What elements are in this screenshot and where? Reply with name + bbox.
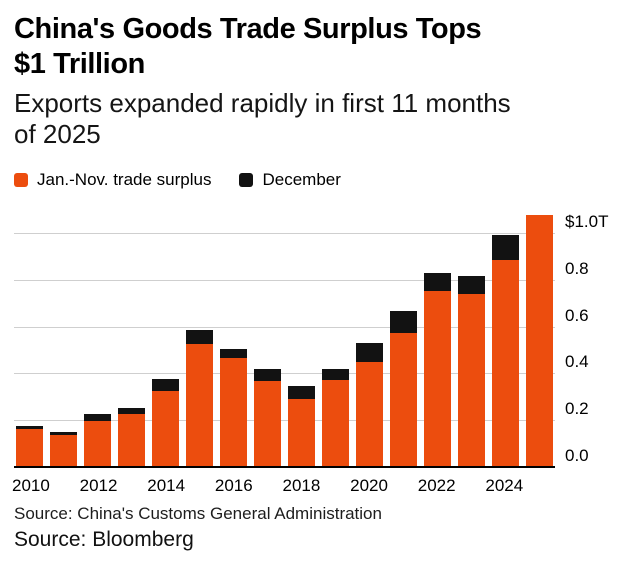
plot-column: 2010 2012 2014 2016 2018 2020 2022 2024	[11, 206, 555, 496]
bar-2011	[50, 206, 77, 468]
y-axis-label: 0.0	[565, 445, 589, 465]
bar-segment-jan-nov	[254, 381, 281, 468]
bar-segment-jan-nov	[458, 293, 485, 468]
bar-2010	[16, 206, 43, 468]
bar-2014	[152, 206, 179, 468]
chart: 2010 2012 2014 2016 2018 2020 2022 2024 $1.0T 0.…	[11, 206, 621, 496]
bar-2024	[492, 206, 519, 468]
bar-segment-jan-nov	[16, 429, 43, 468]
y-axis-label: 0.4	[565, 352, 589, 372]
bar-segment-jan-nov	[390, 333, 417, 468]
bar-segment-december	[356, 343, 383, 362]
bar-2013	[118, 206, 145, 468]
bar-segment-december	[50, 431, 77, 436]
bar-segment-jan-nov	[424, 291, 451, 468]
bar-segment-december	[118, 408, 145, 415]
bar-segment-december	[16, 425, 43, 430]
y-axis-label: 0.8	[565, 258, 589, 278]
bar-segment-december	[458, 276, 485, 294]
legend: Jan.-Nov. trade surplus December	[14, 170, 621, 190]
gridline	[14, 420, 555, 422]
x-axis-label: 2018	[282, 475, 321, 495]
bar-segment-jan-nov	[84, 421, 111, 468]
bar-segment-jan-nov	[526, 215, 553, 468]
subtitle-line-2: of 2025	[14, 118, 101, 149]
bar-segment-jan-nov	[492, 259, 519, 468]
source-bloomberg: Source: Bloomberg	[14, 527, 194, 551]
bar-segment-december	[254, 368, 281, 382]
bar-segment-jan-nov	[288, 398, 315, 468]
bar-segment-jan-nov	[118, 414, 145, 468]
bar-2025	[526, 206, 553, 468]
y-axis-label: 0.6	[565, 305, 589, 325]
bar-2021	[390, 206, 417, 468]
x-axis-label: 2016	[214, 475, 253, 495]
x-axis-label: 2022	[417, 475, 456, 495]
page-title-line-2: $1 Trillion	[14, 47, 145, 80]
bar-2023	[458, 206, 485, 468]
bar-2022	[424, 206, 451, 468]
bar-segment-jan-nov	[152, 390, 179, 468]
legend-item-december: December	[239, 169, 341, 190]
gridline	[14, 233, 555, 235]
bar-2018	[288, 206, 315, 468]
bar-segment-december	[390, 311, 417, 334]
gridline	[14, 326, 555, 328]
bar-segment-jan-nov	[356, 361, 383, 468]
bars	[14, 206, 555, 468]
y-axis-label: $1.0T	[565, 212, 609, 232]
bar-segment-december	[322, 369, 349, 381]
bar-segment-december	[288, 385, 315, 399]
x-axis-label: 2014	[147, 475, 186, 495]
gridline	[14, 373, 555, 375]
x-axis-label: 2020	[350, 475, 388, 495]
gridline	[14, 279, 555, 281]
bar-segment-jan-nov	[50, 435, 77, 468]
page-title-line-1: China's Goods Trade Surplus Tops	[14, 13, 482, 45]
x-axis-line	[14, 465, 555, 468]
bar-2015	[186, 206, 213, 468]
y-axis-label: 0.2	[565, 399, 589, 419]
plot-area	[14, 206, 555, 468]
x-axis-label: 2010	[11, 475, 50, 495]
bar-segment-december	[492, 235, 519, 260]
source-attribution: Source: China's Customs General Administ…	[14, 503, 382, 523]
bar-segment-december	[84, 414, 111, 422]
bar-segment-december	[220, 348, 247, 359]
legend-label-jan-nov: Jan.-Nov. trade surplus	[37, 169, 212, 189]
bar-2012	[84, 206, 111, 468]
bar-2020	[356, 206, 383, 468]
bar-2016	[220, 206, 247, 468]
bar-segment-jan-nov	[186, 344, 213, 468]
bar-segment-jan-nov	[220, 358, 247, 468]
bar-2019	[322, 206, 349, 468]
bar-segment-december	[424, 273, 451, 292]
bar-segment-december	[186, 329, 213, 344]
bar-segment-jan-nov	[322, 380, 349, 468]
legend-item-jan-nov: Jan.-Nov. trade surplus	[14, 170, 211, 190]
legend-label-december: December	[262, 169, 341, 189]
x-axis-label: 2024	[485, 475, 524, 495]
x-axis: 2010 2012 2014 2016 2018 2020 2022 2024	[11, 468, 555, 496]
y-axis: $1.0T 0.8 0.6 0.4 0.2 0.0	[555, 206, 621, 468]
subtitle-line-1: Exports expanded rapidly in first 11 mon…	[14, 87, 511, 118]
x-axis-label: 2012	[79, 475, 118, 495]
headline: China's Goods Trade Surplus Tops $1 Tril…	[14, 12, 621, 82]
legend-swatch-december-icon	[239, 172, 254, 187]
legend-swatch-jan-nov-icon	[14, 172, 28, 187]
bar-2017	[254, 206, 281, 468]
bar-segment-december	[152, 379, 179, 391]
subtitle: Exports expanded rapidly in first 11 mon…	[14, 88, 621, 150]
